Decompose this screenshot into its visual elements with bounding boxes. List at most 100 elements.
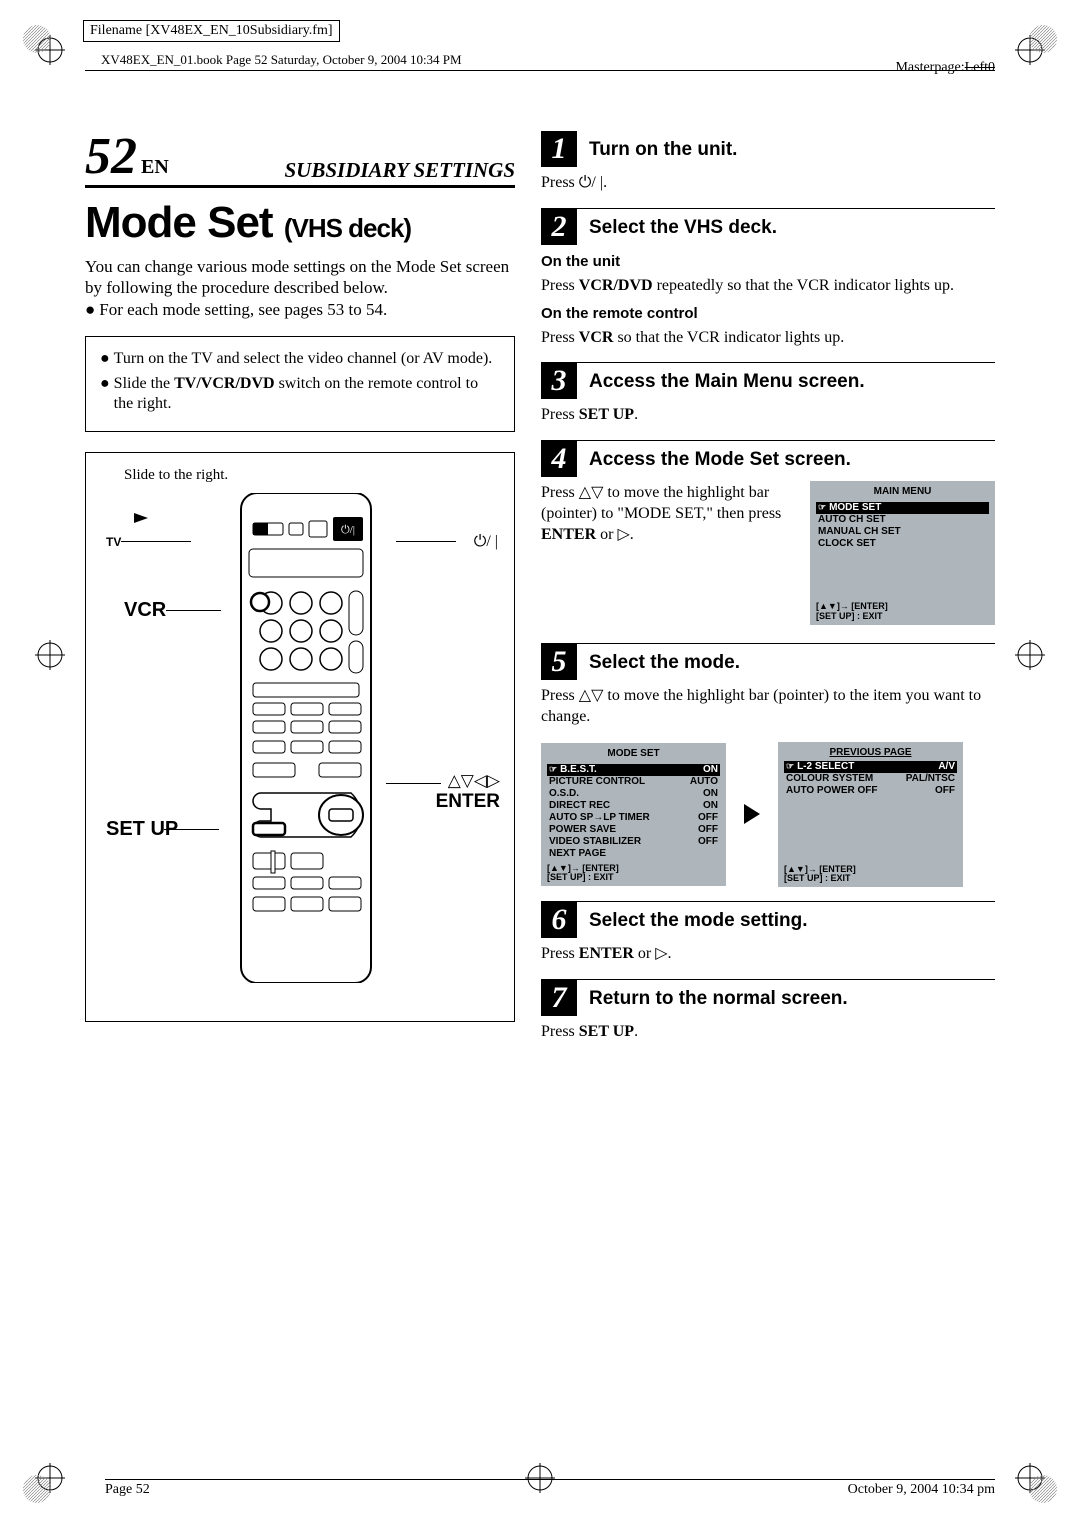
t: VCR: [579, 329, 614, 346]
bullet-icon: ●: [85, 299, 95, 320]
screen-row: NEXT PAGE: [547, 848, 720, 860]
step-number-icon: 5: [541, 644, 577, 680]
step-number-icon: 1: [541, 131, 577, 167]
screen-row: DIRECT REC ON: [547, 800, 720, 812]
remote-tv-label: TV: [106, 535, 121, 549]
screen-title: MAIN MENU: [816, 486, 989, 498]
t: Press: [541, 945, 579, 962]
step-body: Press ⏻/ |.: [541, 173, 995, 194]
header-bookline: XV48EX_EN_01.book Page 52 Saturday, Octo…: [85, 48, 995, 71]
t: AUTO POWER OFF: [786, 785, 877, 797]
screen-row: MANUAL CH SET: [816, 526, 989, 538]
t: SET UP: [579, 1023, 634, 1040]
t: ENTER: [541, 526, 596, 543]
step-2: 2 Select the VHS deck.: [541, 208, 995, 245]
mode-set-screen: MODE SET B.E.S.T. ON PICTURE CONTROLAUTO…: [541, 743, 726, 887]
remote-enter-label: ENTER: [436, 791, 500, 813]
hatch-sphere-icon: [22, 1474, 52, 1504]
screen-row: COLOUR SYSTEMPAL/NTSC: [784, 773, 957, 785]
t: O.S.D.: [549, 788, 579, 800]
t: so that the VCR indicator lights up.: [613, 329, 844, 346]
main-menu-screen: MAIN MENU MODE SET AUTO CH SET MANUAL CH…: [810, 481, 995, 625]
sub-heading: On the remote control: [541, 305, 995, 322]
screen-footer: [▲▼]→ [ENTER] [SET UP] : EXIT: [816, 602, 989, 622]
t: [SET UP] : EXIT: [547, 873, 720, 883]
step-6: 6 Select the mode setting.: [541, 901, 995, 938]
t: POWER SAVE: [549, 824, 616, 836]
screens-row: MODE SET B.E.S.T. ON PICTURE CONTROLAUTO…: [541, 742, 995, 888]
step-body: Press SET UP.: [541, 405, 995, 426]
t: ON: [703, 800, 718, 812]
step-4: 4 Access the Mode Set screen.: [541, 440, 995, 477]
screen-row: AUTO POWER OFF OFF: [784, 785, 957, 797]
prep-b2b: TV/VCR/DVD: [174, 375, 274, 392]
intro-bullet: ● For each mode setting, see pages 53 to…: [85, 299, 515, 320]
t: ON: [703, 788, 718, 800]
screen-row: POWER SAVEOFF: [547, 824, 720, 836]
page-number: 52EN: [85, 131, 169, 183]
screen-row-selected: L-2 SELECT A/V: [784, 761, 957, 773]
remote-power-label: ⏻/ |: [474, 533, 498, 551]
prev-page-screen: PREVIOUS PAGE L-2 SELECT A/V COLOUR SYST…: [778, 742, 963, 888]
t: ON: [703, 764, 718, 776]
step-title: Access the Main Menu screen.: [589, 371, 865, 393]
step-body: Press VCR so that the VCR indicator ligh…: [541, 328, 995, 349]
step-title: Turn on the unit.: [589, 139, 737, 161]
prep-b1: Turn on the TV and select the video chan…: [114, 349, 493, 370]
t: or ▷.: [596, 526, 634, 543]
intro-text: You can change various mode settings on …: [85, 256, 515, 299]
t: AUTO SP→LP TIMER: [549, 812, 650, 824]
prep-box: ● Turn on the TV and select the video ch…: [85, 336, 515, 432]
step-title: Return to the normal screen.: [589, 988, 848, 1010]
t: Press: [541, 329, 579, 346]
screen-prev-label: PREVIOUS PAGE: [784, 747, 957, 759]
section-title: SUBSIDIARY SETTINGS: [285, 158, 516, 183]
t: Press: [541, 1023, 579, 1040]
t: DIRECT REC: [549, 800, 610, 812]
hatch-sphere-icon: [1028, 1474, 1058, 1504]
step-body: Press SET UP.: [541, 1022, 995, 1043]
t: .: [634, 406, 638, 423]
arrow-right-icon: [744, 804, 760, 824]
t: OFF: [698, 836, 718, 848]
sub-heading: On the unit: [541, 253, 995, 270]
step-7: 7 Return to the normal screen.: [541, 979, 995, 1016]
remote-icon: ⏻/|: [181, 493, 421, 983]
t: [SET UP] : EXIT: [784, 874, 957, 884]
screen-row: O.S.D. ON: [547, 788, 720, 800]
step-body: Press VCR/DVD repeatedly so that the VCR…: [541, 276, 995, 297]
t: NEXT PAGE: [549, 848, 606, 860]
remote-vcr-label: VCR: [124, 599, 166, 622]
t: ENTER: [579, 945, 634, 962]
t: MANUAL CH SET: [818, 526, 901, 538]
screen-row: VIDEO STABILIZER OFF: [547, 836, 720, 848]
t: VIDEO STABILIZER: [549, 836, 641, 848]
t: A/V: [938, 761, 955, 773]
screen-row: AUTO SP→LP TIMEROFF: [547, 812, 720, 824]
bullet-icon: ●: [100, 374, 110, 416]
header-filename: Filename [XV48EX_EN_10Subsidiary.fm]: [83, 20, 340, 42]
t: Press: [541, 277, 579, 294]
screen-row: PICTURE CONTROLAUTO: [547, 776, 720, 788]
t: AUTO CH SET: [818, 514, 886, 526]
screen-footer: [▲▼]→ [ENTER] [SET UP] : EXIT: [784, 865, 957, 885]
step-title: Select the VHS deck.: [589, 217, 777, 239]
t: Press: [541, 406, 579, 423]
hatch-sphere-icon: [22, 24, 52, 54]
crop-mark-icon: [35, 640, 65, 670]
header-masterpage: Masterpage:Left0: [895, 60, 995, 76]
screen-row: AUTO CH SET: [816, 514, 989, 526]
bullet-icon: ●: [100, 349, 110, 370]
step-3: 3 Access the Main Menu screen.: [541, 362, 995, 399]
heading-sub: (VHS deck): [284, 213, 411, 243]
page-footer: Page 52 October 9, 2004 10:34 pm: [105, 1479, 995, 1498]
remote-diagram: Slide to the right. TV VCR SET UP △▽◁▷ E…: [85, 452, 515, 1022]
step-body: Press △▽ to move the highlight bar (poin…: [541, 483, 796, 545]
t: CLOCK SET: [818, 538, 876, 550]
step-title: Select the mode.: [589, 652, 740, 674]
t: AUTO: [690, 776, 718, 788]
t: SET UP: [579, 406, 634, 423]
t: repeatedly so that the VCR indicator lig…: [653, 277, 954, 294]
step-number-icon: 2: [541, 209, 577, 245]
t: OFF: [935, 785, 955, 797]
